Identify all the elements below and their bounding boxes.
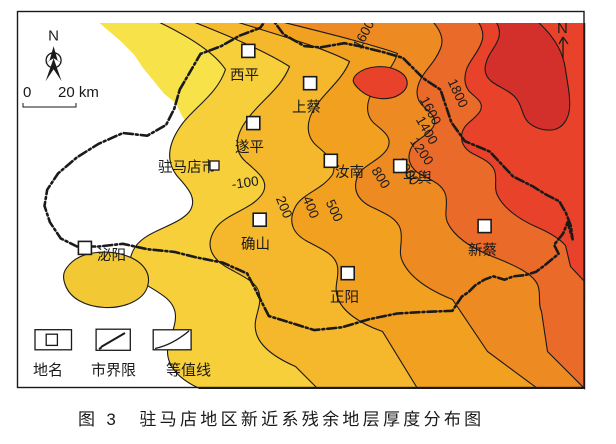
svg-text:20 km: 20 km — [58, 84, 99, 101]
svg-text:地名: 地名 — [33, 362, 63, 379]
svg-text:上蔡: 上蔡 — [292, 99, 321, 116]
svg-text:市界限: 市界限 — [91, 362, 136, 379]
svg-text:新蔡: 新蔡 — [468, 242, 497, 259]
svg-text:图 3 驻马店地区新近系残余地层厚度分布图: 图 3 驻马店地区新近系残余地层厚度分布图 — [78, 410, 484, 429]
svg-text:驻马店市: 驻马店市 — [158, 159, 216, 176]
svg-text:西平: 西平 — [230, 68, 259, 84]
svg-text:遂平: 遂平 — [235, 139, 264, 156]
svg-text:平舆: 平舆 — [403, 170, 432, 187]
svg-text:确山: 确山 — [241, 236, 270, 253]
svg-text:泌阳: 泌阳 — [97, 247, 126, 264]
svg-text:正阳: 正阳 — [330, 289, 359, 306]
svg-text:N: N — [557, 20, 568, 37]
svg-text:N: N — [48, 27, 59, 44]
svg-text:汝南: 汝南 — [335, 164, 364, 181]
svg-text:0: 0 — [23, 84, 31, 101]
svg-text:等值线: 等值线 — [166, 361, 211, 379]
